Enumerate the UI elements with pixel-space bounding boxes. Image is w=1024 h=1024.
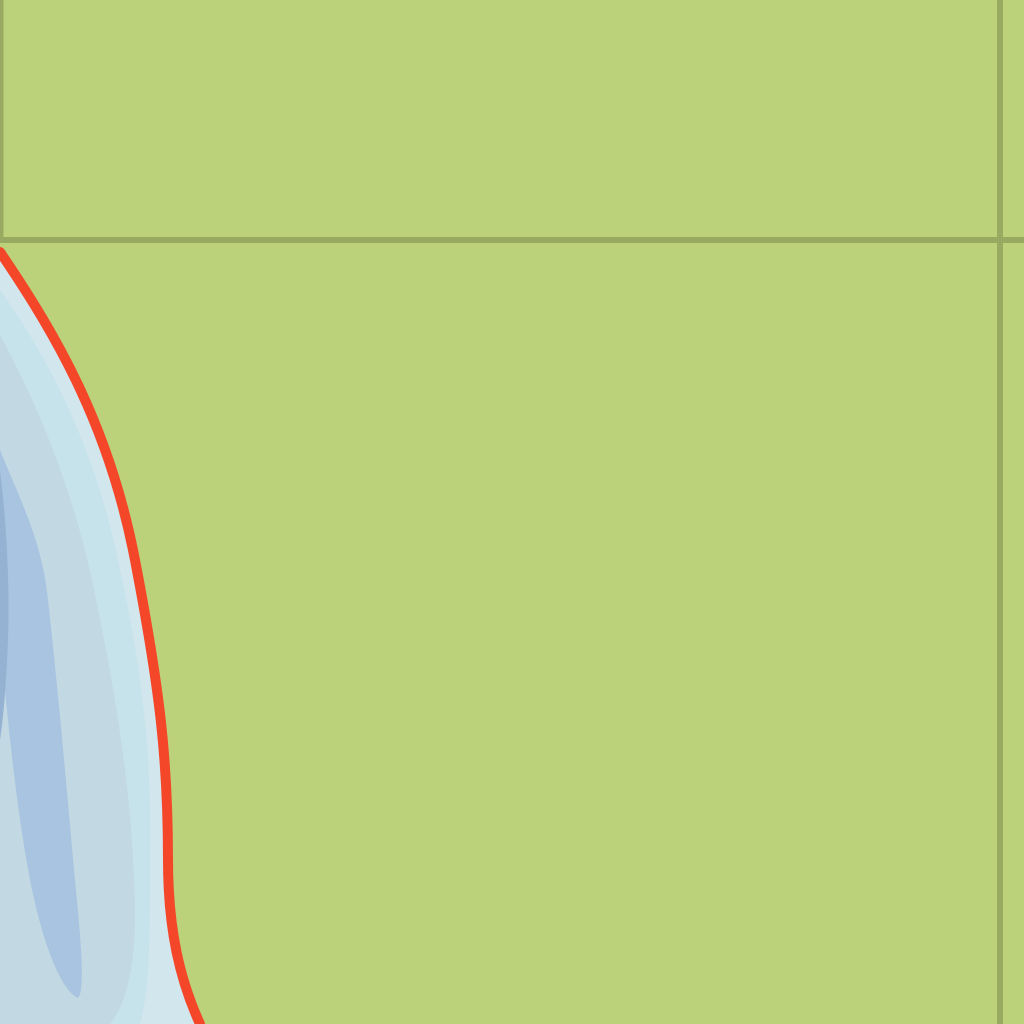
depth-contour-3: [0, 450, 82, 998]
coastline: [0, 247, 205, 1024]
depth-contour-4: [0, 470, 9, 740]
